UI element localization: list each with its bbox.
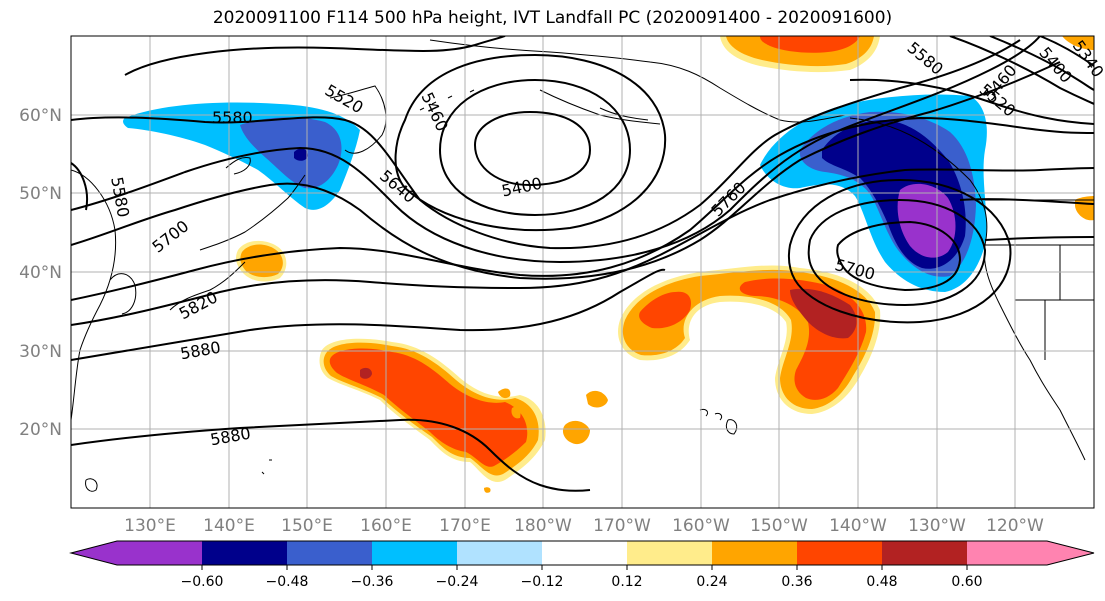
colorbar-swatch bbox=[882, 541, 967, 565]
colorbar-tick-label: −0.36 bbox=[351, 574, 394, 590]
colorbar-swatch bbox=[287, 541, 372, 565]
colorbar-tick-label: −0.60 bbox=[181, 574, 224, 590]
lon-label: 150°W bbox=[750, 516, 808, 536]
height-contours bbox=[71, 36, 1094, 492]
lat-label: 30°N bbox=[19, 342, 62, 362]
colorbar-swatch bbox=[117, 541, 202, 565]
lon-label: 120°W bbox=[986, 516, 1044, 536]
colorbar-swatch bbox=[712, 541, 797, 565]
colorbar-tick-label: 0.12 bbox=[611, 574, 642, 590]
lon-label: 130°E bbox=[124, 516, 176, 536]
colorbar-tick-label: −0.12 bbox=[521, 574, 564, 590]
lon-label: 170°W bbox=[593, 516, 651, 536]
latitude-labels: 60°N 50°N 40°N 30°N 20°N bbox=[19, 106, 62, 440]
colorbar-tick-label: −0.24 bbox=[436, 574, 479, 590]
colorbar-swatch bbox=[797, 541, 882, 565]
lat-label: 40°N bbox=[19, 263, 62, 283]
lon-label: 170°E bbox=[439, 516, 491, 536]
colorbar-swatch bbox=[627, 541, 712, 565]
colorbar-tick-label: −0.48 bbox=[266, 574, 309, 590]
lon-label: 150°E bbox=[281, 516, 333, 536]
colorbar: −0.60 −0.48 −0.36 −0.24 −0.12 0.12 0.24 … bbox=[69, 540, 1095, 590]
lon-label: 160°E bbox=[360, 516, 412, 536]
colorbar-swatch bbox=[967, 541, 1047, 565]
colorbar-swatch bbox=[457, 541, 542, 565]
gridlines bbox=[71, 36, 1094, 508]
lat-label: 20°N bbox=[19, 420, 62, 440]
colorbar-extend-max bbox=[1047, 541, 1094, 565]
contour-label: 5580 bbox=[212, 108, 253, 127]
map-border bbox=[70, 35, 1095, 509]
longitude-labels: 130°E 140°E 150°E 160°E 170°E 180°W 170°… bbox=[124, 516, 1044, 536]
colorbar-swatch bbox=[372, 541, 457, 565]
colorbar-swatch bbox=[542, 541, 627, 565]
coastlines bbox=[71, 39, 1094, 492]
lon-label: 160°W bbox=[672, 516, 730, 536]
plot-title: 2020091100 F114 500 hPa height, IVT Land… bbox=[212, 8, 893, 28]
colorbar-outline bbox=[69, 540, 1095, 566]
colorbar-extend-min bbox=[71, 541, 117, 565]
colorbar-swatch bbox=[202, 541, 287, 565]
ivt-positive-shading bbox=[236, 36, 1094, 493]
lon-label: 130°W bbox=[908, 516, 966, 536]
colorbar-tick-label: 0.24 bbox=[696, 574, 727, 590]
lon-label: 140°E bbox=[203, 516, 255, 536]
colorbar-tick-label: 0.60 bbox=[951, 574, 982, 590]
colorbar-tick-label: 0.36 bbox=[781, 574, 812, 590]
colorbar-tick-label: 0.48 bbox=[866, 574, 897, 590]
lat-label: 60°N bbox=[19, 106, 62, 126]
lat-label: 50°N bbox=[19, 184, 62, 204]
lon-label: 180°W bbox=[514, 516, 572, 536]
lon-label: 140°W bbox=[829, 516, 887, 536]
